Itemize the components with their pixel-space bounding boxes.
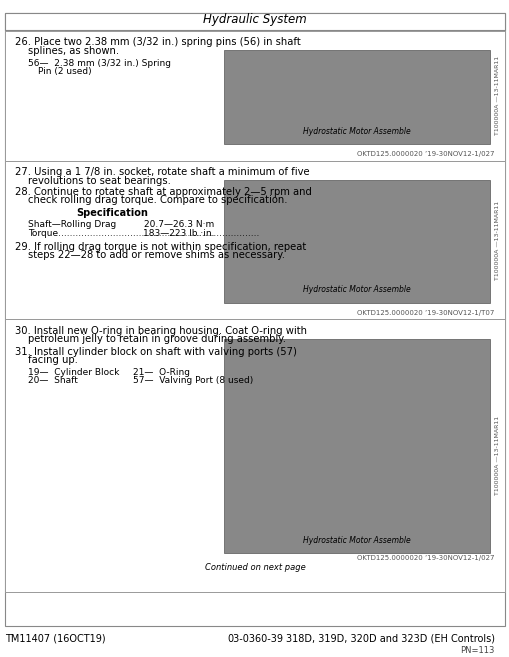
Text: 318D, 319D, 320D and 323D (EH Controls): 318D, 319D, 320D and 323D (EH Controls) [285, 634, 494, 644]
Text: T100000A —13-11MAR11: T100000A —13-11MAR11 [494, 416, 499, 495]
Text: 03-0360-39: 03-0360-39 [227, 634, 282, 644]
Bar [5, 160, 504, 319]
Text: Continued on next page: Continued on next page [204, 563, 305, 572]
Text: Hydraulic System: Hydraulic System [203, 13, 306, 26]
Text: Shaft—Rolling Drag: Shaft—Rolling Drag [28, 219, 116, 229]
Text: OKTD125.0000020 ’19-30NOV12-1/027: OKTD125.0000020 ’19-30NOV12-1/027 [356, 151, 494, 157]
Text: 20—  Shaft: 20— Shaft [28, 376, 78, 385]
Text: splines, as shown.: splines, as shown. [28, 46, 119, 56]
Text: revolutions to seat bearings.: revolutions to seat bearings. [28, 175, 171, 186]
Text: 21—  O-Ring: 21— O-Ring [132, 369, 189, 377]
Text: 30. Install new O-ring in bearing housing. Coat O-ring with: 30. Install new O-ring in bearing housin… [15, 326, 307, 336]
Text: Torque......................................................................: Torque..................................… [28, 229, 259, 238]
Bar [224, 51, 489, 145]
Bar [224, 180, 489, 303]
Text: T100000A —13-11MAR11: T100000A —13-11MAR11 [494, 56, 499, 135]
Text: Hydrostatic Motor Assemble: Hydrostatic Motor Assemble [302, 285, 410, 294]
Text: 26. Place two 2.38 mm (3/32 in.) spring pins (56) in shaft: 26. Place two 2.38 mm (3/32 in.) spring … [15, 37, 300, 47]
Text: 56—  2.38 mm (3/32 in.) Spring: 56— 2.38 mm (3/32 in.) Spring [28, 59, 171, 68]
Text: OKTD125.0000020 ’19-30NOV12-1/T07: OKTD125.0000020 ’19-30NOV12-1/T07 [357, 310, 494, 316]
Text: PN=113: PN=113 [460, 646, 494, 655]
Text: 19—  Cylinder Block: 19— Cylinder Block [28, 369, 119, 377]
Bar [5, 31, 504, 160]
Text: 29. If rolling drag torque is not within specification, repeat: 29. If rolling drag torque is not within… [15, 242, 306, 252]
Text: Pin (2 used): Pin (2 used) [38, 67, 92, 76]
Text: 183—223 lb.·in.: 183—223 lb.·in. [143, 229, 214, 238]
Text: T100000A —13-11MAR11: T100000A —13-11MAR11 [494, 200, 499, 279]
FancyBboxPatch shape [5, 13, 504, 30]
Bar [5, 319, 504, 592]
Text: 57—  Valving Port (8 used): 57— Valving Port (8 used) [132, 376, 252, 385]
Text: Hydrostatic Motor Assemble: Hydrostatic Motor Assemble [302, 536, 410, 545]
Text: facing up.: facing up. [28, 355, 78, 365]
Bar [224, 339, 489, 553]
Text: 31. Install cylinder block on shaft with valving ports (57): 31. Install cylinder block on shaft with… [15, 347, 297, 357]
Text: 27. Using a 1 7/8 in. socket, rotate shaft a minimum of five: 27. Using a 1 7/8 in. socket, rotate sha… [15, 167, 309, 177]
Text: Hydrostatic Motor Assemble: Hydrostatic Motor Assemble [302, 127, 410, 136]
Text: Specification: Specification [76, 208, 148, 218]
Text: 20.7—26.3 N·m: 20.7—26.3 N·m [144, 219, 214, 229]
Text: check rolling drag torque. Compare to specification.: check rolling drag torque. Compare to sp… [28, 195, 287, 206]
Text: TM11407 (16OCT19): TM11407 (16OCT19) [5, 634, 105, 644]
Text: steps 22—28 to add or remove shims as necessary.: steps 22—28 to add or remove shims as ne… [28, 250, 285, 260]
Text: OKTD125.0000020 ’19-30NOV12-1/027: OKTD125.0000020 ’19-30NOV12-1/027 [356, 555, 494, 560]
Text: petroleum jelly to retain in groove during assembly.: petroleum jelly to retain in groove duri… [28, 334, 286, 344]
FancyBboxPatch shape [5, 13, 504, 626]
Text: 28. Continue to rotate shaft at approximately 2—5 rpm and: 28. Continue to rotate shaft at approxim… [15, 187, 312, 197]
